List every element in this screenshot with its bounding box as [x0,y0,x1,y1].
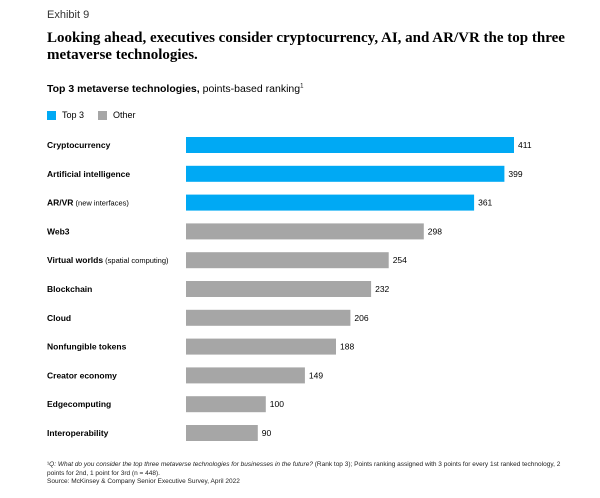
value-label: 188 [340,342,354,352]
bar [186,425,258,441]
bar [186,367,305,384]
value-label: 90 [262,428,272,438]
category-label-sub: (new interfaces) [73,199,129,208]
bar [186,165,505,182]
footnote-source: Source: McKinsey & Company Senior Execut… [47,478,240,485]
category-label-sub: (spatial computing) [103,256,169,265]
footnote-marker-ref: ¹ [47,461,50,468]
category-label: Artificial intelligence [47,169,130,179]
value-label: 206 [354,313,368,323]
category-label: Creator economy [47,370,117,380]
category-label: Blockchain [47,284,92,294]
category-label-main: Interoperability [47,428,109,438]
bar [186,252,389,269]
value-label: 298 [428,226,442,236]
category-label: Virtual worlds (spatial computing) [47,255,169,265]
legend-item-top3: Top 3 [47,110,84,120]
footnote-rest: (Rank top 3); Points ranking assigned wi… [47,461,561,477]
legend: Top 3 Other [47,110,150,120]
category-label: Edgecomputing [47,399,111,409]
bar [186,338,336,355]
category-label-main: Creator economy [47,370,117,380]
exhibit-label: Exhibit 9 [47,9,90,21]
category-label: Web3 [47,226,70,236]
value-label: 100 [270,399,284,409]
value-label: 411 [518,140,532,150]
value-label: 361 [478,198,492,208]
bar [186,281,372,297]
chart-headline: Looking ahead, executives consider crypt… [47,30,565,63]
category-label: Cloud [47,313,71,323]
category-label: Interoperability [47,428,109,438]
value-label: 232 [375,284,389,294]
category-label-main: Cloud [47,313,71,323]
footnote-marker: 1 [300,83,304,90]
bar [186,223,424,240]
category-label: Cryptocurrency [47,140,111,150]
bar [186,194,475,211]
bar-chart: Cryptocurrency 411 Artificial intelligence… [47,137,532,441]
chart-subtitle: Top 3 metaverse technologies, points-bas… [47,83,303,95]
category-label-main: Edgecomputing [47,399,111,409]
footnote-question: ¹Q: What do you consider the top three m… [47,461,567,478]
legend-label-top3: Top 3 [62,110,85,120]
value-label: 399 [508,169,522,179]
subtitle-rest: points-based ranking [199,83,301,95]
category-label-main: Cryptocurrency [47,140,111,150]
category-label: AR/VR (new interfaces) [47,198,129,208]
legend-label-other: Other [113,110,136,120]
bar [186,396,266,413]
value-label: 254 [393,255,407,265]
footnote-q: Q: What do you consider the top three me… [49,461,313,468]
category-label-main: Virtual worlds [47,255,103,265]
legend-swatch-other [98,110,108,120]
category-label-main: AR/VR [47,198,73,208]
footnote: ¹Q: What do you consider the top three m… [47,461,567,487]
bar [186,137,514,153]
category-label-main: Nonfungible tokens [47,342,127,352]
category-label-main: Web3 [47,226,70,236]
category-label-main: Blockchain [47,284,92,294]
category-label-main: Artificial intelligence [47,169,130,179]
category-label: Nonfungible tokens [47,342,127,352]
legend-swatch-top3 [47,110,56,120]
legend-item-other: Other [98,110,136,120]
subtitle-bold: Top 3 metaverse technologies, [47,83,200,95]
bar [186,309,351,326]
value-label: 149 [309,370,323,380]
